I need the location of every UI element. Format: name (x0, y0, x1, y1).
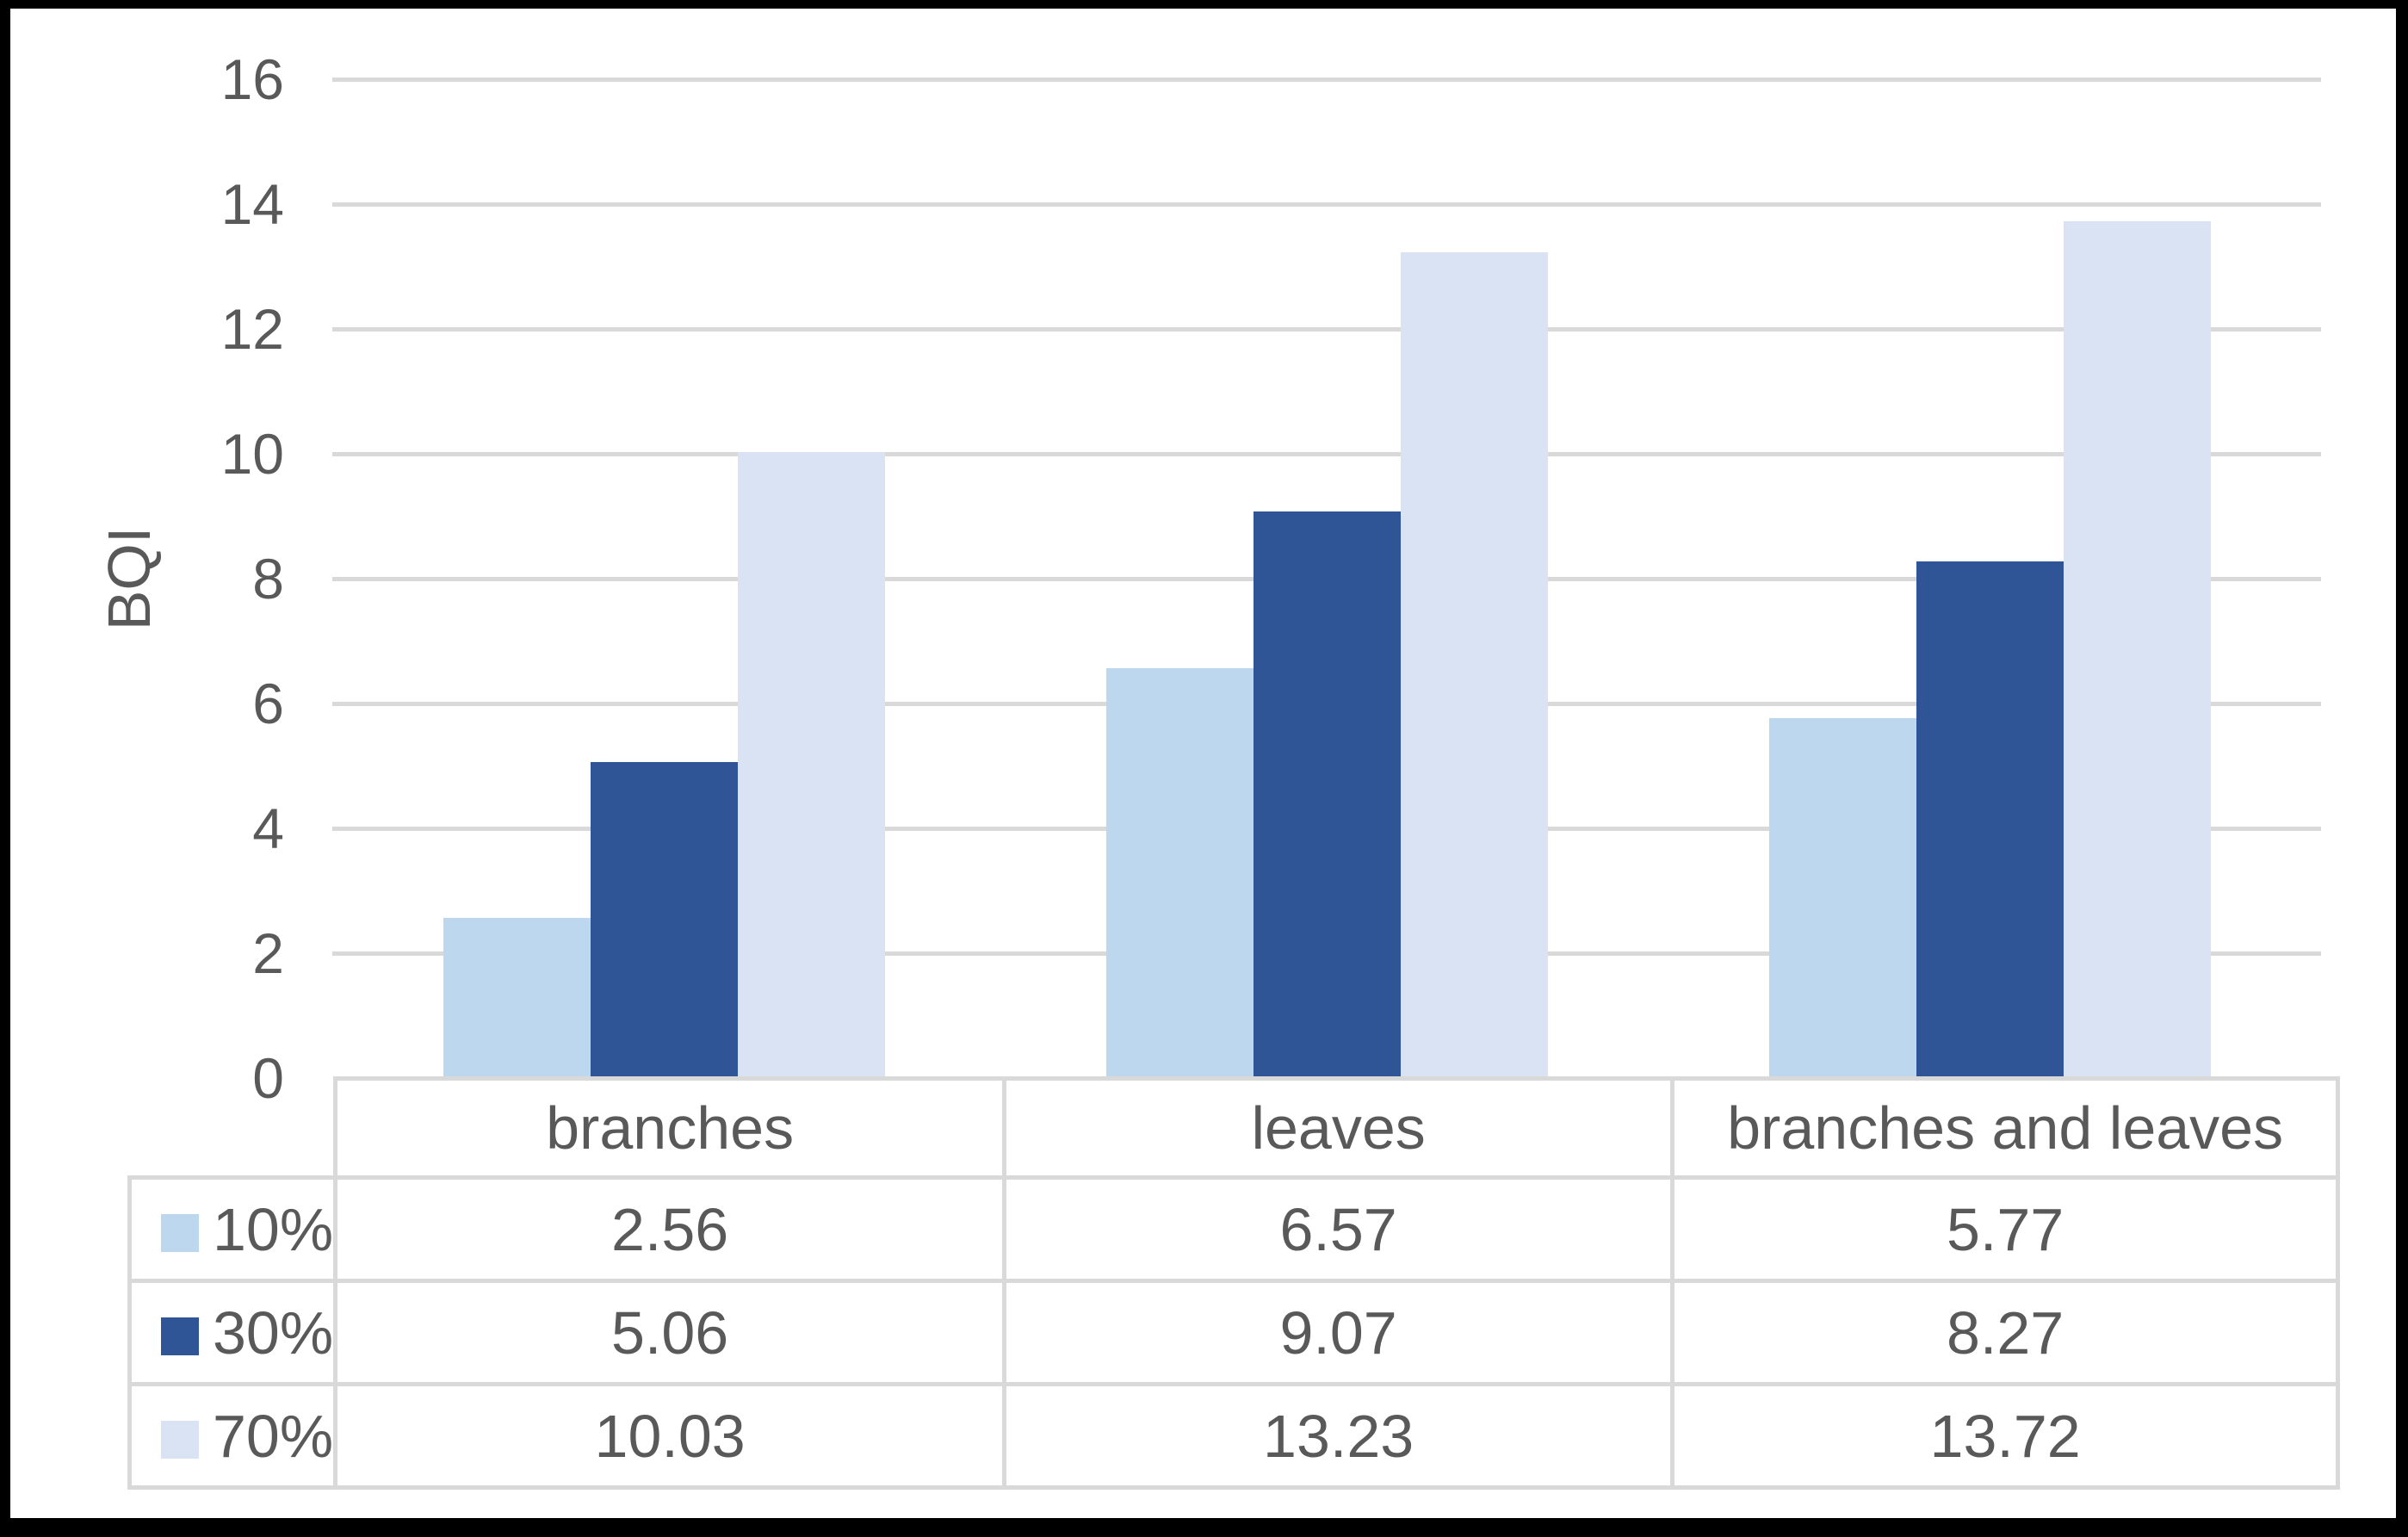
gridline-y-10 (332, 451, 2321, 456)
gridline-y-14 (332, 201, 2321, 207)
value-cell-10%-branches-and-leaves: 5.77 (1670, 1175, 2341, 1283)
value-cell-70%-branches-and-leaves: 13.72 (1670, 1382, 2341, 1490)
value-cell-10%-leaves: 6.57 (1002, 1175, 1675, 1283)
category-header-leaves: leaves (1002, 1076, 1675, 1180)
y-tick-label-12: 12 (220, 297, 284, 361)
data-table: branches leaves branches and leaves 10% 2.56… (127, 1076, 2341, 1490)
table-row-70%: 70% 10.03 13.23 13.72 (127, 1382, 2341, 1490)
bar-30%-leaves (1253, 511, 1401, 1078)
value-cell-30%-leaves: 9.07 (1002, 1279, 1675, 1386)
y-tick-label-6: 6 (252, 672, 284, 735)
data-table-body: branches leaves branches and leaves 10% 2.56… (127, 1076, 2341, 1490)
legend-label: 70% (213, 1402, 334, 1470)
legend-swatch-10% (161, 1213, 199, 1252)
bar-10%-leaves (1105, 667, 1254, 1078)
legend-swatch-70% (161, 1420, 199, 1459)
bar-70%-leaves (1400, 251, 1548, 1078)
bar-30%-branches-and-leaves (1916, 561, 2064, 1078)
table-row-10%: 10% 2.56 6.57 5.77 (127, 1175, 2341, 1283)
y-tick-label-4: 4 (252, 796, 284, 860)
bar-70%-branches-and-leaves (2063, 221, 2211, 1078)
legend-cell-10%: 10% (127, 1175, 338, 1283)
category-header-row: branches leaves branches and leaves (130, 1076, 2341, 1180)
y-tick-label-8: 8 (252, 547, 284, 610)
plot-area (332, 77, 2321, 1078)
legend-cell-30%: 30% (127, 1279, 338, 1386)
legend-cell-70%: 70% (127, 1382, 338, 1490)
bar-30%-branches (590, 762, 738, 1078)
legend-label: 10% (213, 1195, 334, 1263)
table-row-30%: 30% 5.06 9.07 8.27 (127, 1279, 2341, 1386)
value-cell-30%-branches: 5.06 (333, 1279, 1007, 1386)
chart-canvas: BQI 0 2 4 6 8 10 12 14 16 branches leaves branches… (10, 9, 2396, 1518)
bar-70%-branches (737, 451, 885, 1078)
gridline-y-12 (332, 326, 2321, 332)
gridline-y-16 (332, 77, 2321, 82)
legend-label: 30% (213, 1298, 334, 1367)
y-tick-label-10: 10 (220, 422, 284, 486)
category-header-branches-and-leaves: branches and leaves (1670, 1076, 2341, 1180)
bar-10%-branches-and-leaves (1768, 717, 1916, 1078)
y-tick-label-0: 0 (252, 1046, 284, 1110)
y-tick-label-2: 2 (252, 921, 284, 985)
legend-swatch-30% (161, 1317, 199, 1355)
category-header-branches: branches (333, 1076, 1007, 1180)
value-cell-10%-branches: 2.56 (333, 1175, 1007, 1283)
value-cell-30%-branches-and-leaves: 8.27 (1670, 1279, 2341, 1386)
y-tick-label-14: 14 (220, 172, 284, 236)
y-tick-label-16: 16 (220, 47, 284, 111)
bar-10%-branches (443, 918, 591, 1078)
table-corner-cell (130, 1079, 336, 1178)
value-cell-70%-leaves: 13.23 (1002, 1382, 1675, 1490)
value-cell-70%-branches: 10.03 (333, 1382, 1007, 1490)
